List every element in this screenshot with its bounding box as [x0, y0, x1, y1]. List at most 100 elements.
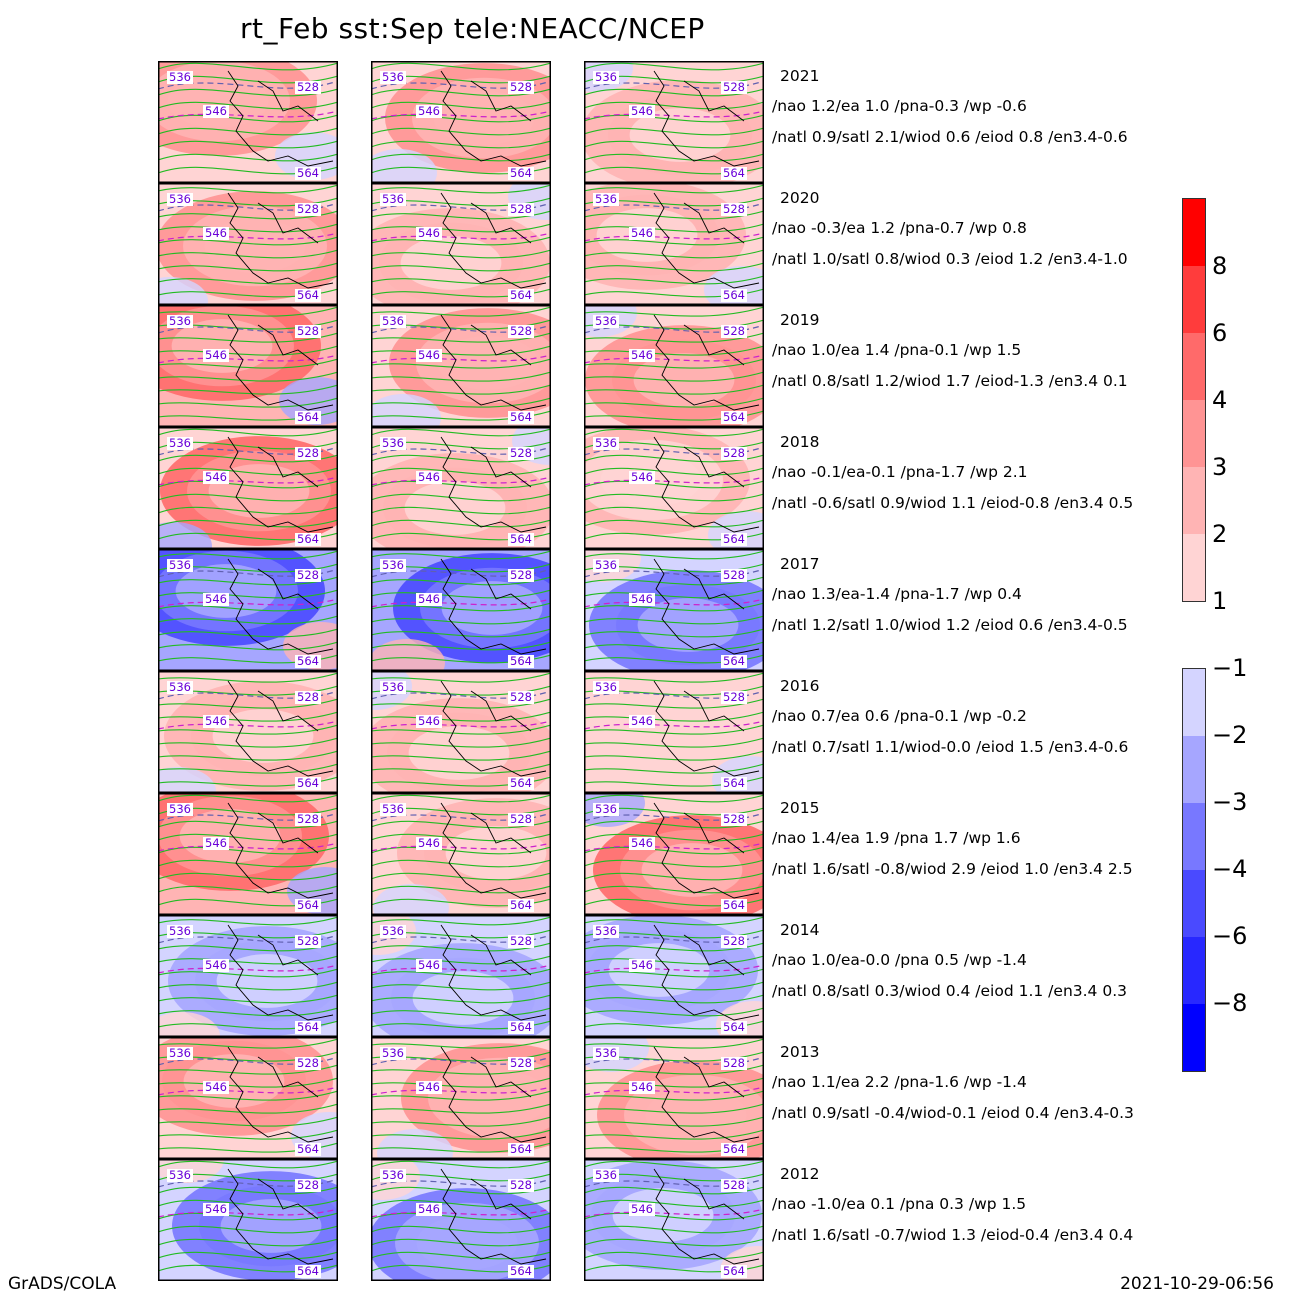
contour-label: 528 — [721, 690, 747, 704]
svg-text:528: 528 — [510, 446, 532, 460]
svg-text:546: 546 — [205, 226, 227, 240]
contour-label: 564 — [721, 898, 747, 912]
svg-text:564: 564 — [510, 166, 532, 180]
contour-label: 564 — [508, 1142, 534, 1156]
index-line: /nao 1.0/ea 1.4 /pna-0.1 /wp 1.5 — [772, 341, 1022, 359]
contour-label: 536 — [380, 436, 406, 450]
svg-text:528: 528 — [297, 568, 319, 582]
contour-label: 536 — [167, 558, 193, 572]
svg-text:528: 528 — [723, 1056, 745, 1070]
contour-label: 528 — [295, 1056, 321, 1070]
contour-label: 564 — [721, 166, 747, 180]
svg-text:564: 564 — [723, 776, 745, 790]
contour-label: 528 — [721, 446, 747, 460]
svg-text:528: 528 — [297, 324, 319, 338]
svg-text:528: 528 — [510, 80, 532, 94]
map-panel-2019-1: 536 546 528 564 — [158, 305, 338, 427]
map-panel-2017-3: 536 546 528 564 — [584, 549, 764, 671]
svg-text:528: 528 — [723, 324, 745, 338]
contour-label: 546 — [203, 592, 229, 606]
contour-label: 564 — [295, 1142, 321, 1156]
contour-label: 564 — [721, 288, 747, 302]
svg-text:536: 536 — [382, 680, 404, 694]
year-label: 2014 — [780, 921, 820, 939]
index-line: /natl -0.6/satl 0.9/wiod 1.1 /eiod-0.8 /… — [772, 494, 1134, 512]
map-panel-2021-1: 536 546 528 564 — [158, 61, 338, 183]
index-line: /natl 0.7/satl 1.1/wiod-0.0 /eiod 1.5 /e… — [772, 738, 1129, 756]
svg-text:546: 546 — [418, 592, 440, 606]
contour-label: 528 — [295, 1178, 321, 1192]
contour-label: 536 — [593, 1168, 619, 1182]
year-label: 2019 — [780, 311, 820, 329]
year-label: 2018 — [780, 433, 820, 451]
map-panel-2012-3: 536 546 528 564 — [584, 1159, 764, 1281]
svg-text:564: 564 — [510, 1020, 532, 1034]
svg-text:536: 536 — [595, 680, 617, 694]
contour-label: 564 — [295, 1264, 321, 1278]
contour-label: 536 — [593, 924, 619, 938]
svg-text:564: 564 — [510, 1142, 532, 1156]
footer-timestamp: 2021-10-29-06:56 — [1120, 1274, 1274, 1294]
colorbar-tick-label: 8 — [1212, 252, 1228, 280]
svg-text:536: 536 — [169, 70, 191, 84]
contour-label: 536 — [380, 924, 406, 938]
svg-text:564: 564 — [723, 654, 745, 668]
colorbar-tick-label: 1 — [1212, 587, 1228, 615]
colorbar-tick-label: −2 — [1212, 721, 1248, 749]
contour-label: 546 — [416, 348, 442, 362]
svg-text:564: 564 — [297, 532, 319, 546]
contour-label: 536 — [380, 1046, 406, 1060]
contour-label: 546 — [416, 836, 442, 850]
svg-text:536: 536 — [382, 70, 404, 84]
contour-label: 546 — [416, 226, 442, 240]
contour-label: 528 — [508, 202, 534, 216]
contour-label: 564 — [721, 532, 747, 546]
contour-label: 546 — [629, 1080, 655, 1094]
svg-text:546: 546 — [418, 104, 440, 118]
contour-label: 546 — [416, 470, 442, 484]
figure-title: rt_Feb sst:Sep tele:NEACC/NCEP — [240, 12, 705, 45]
contour-label: 564 — [295, 288, 321, 302]
map-panel-2014-3: 536 546 528 564 — [584, 915, 764, 1037]
svg-text:528: 528 — [297, 1056, 319, 1070]
index-line: /natl 1.6/satl -0.8/wiod 2.9 /eiod 1.0 /… — [772, 860, 1133, 878]
contour-label: 546 — [629, 470, 655, 484]
index-line: /nao 1.0/ea-0.0 /pna 0.5 /wp -1.4 — [772, 951, 1027, 969]
year-label: 2015 — [780, 799, 820, 817]
contour-label: 564 — [508, 1264, 534, 1278]
svg-text:528: 528 — [723, 1178, 745, 1192]
index-line: /natl 0.8/satl 0.3/wiod 0.4 /eiod 1.1 /e… — [772, 982, 1127, 1000]
colorbar-swatch — [1183, 400, 1205, 467]
svg-text:564: 564 — [297, 654, 319, 668]
svg-text:546: 546 — [418, 1202, 440, 1216]
svg-text:564: 564 — [510, 898, 532, 912]
svg-text:528: 528 — [510, 1056, 532, 1070]
colorbar-tick-label: −4 — [1212, 855, 1248, 883]
contour-label: 536 — [380, 802, 406, 816]
svg-text:528: 528 — [723, 446, 745, 460]
colorbar-swatch — [1183, 870, 1205, 937]
contour-label: 536 — [380, 680, 406, 694]
contour-label: 528 — [508, 80, 534, 94]
svg-text:546: 546 — [418, 714, 440, 728]
svg-text:564: 564 — [510, 288, 532, 302]
contour-label: 528 — [508, 568, 534, 582]
contour-label: 546 — [629, 592, 655, 606]
colorbar-swatch — [1183, 333, 1205, 400]
contour-label: 528 — [721, 80, 747, 94]
svg-text:536: 536 — [169, 1046, 191, 1060]
contour-label: 564 — [508, 898, 534, 912]
contour-label: 528 — [721, 934, 747, 948]
contour-label: 546 — [416, 714, 442, 728]
contour-label: 528 — [721, 324, 747, 338]
svg-text:564: 564 — [510, 776, 532, 790]
contour-label: 536 — [593, 192, 619, 206]
svg-text:528: 528 — [723, 568, 745, 582]
colorbar-swatch — [1183, 266, 1205, 333]
svg-text:546: 546 — [631, 1202, 653, 1216]
svg-text:528: 528 — [723, 202, 745, 216]
contour-label: 528 — [508, 324, 534, 338]
contour-label: 546 — [416, 104, 442, 118]
contour-label: 564 — [508, 654, 534, 668]
contour-label: 528 — [295, 568, 321, 582]
